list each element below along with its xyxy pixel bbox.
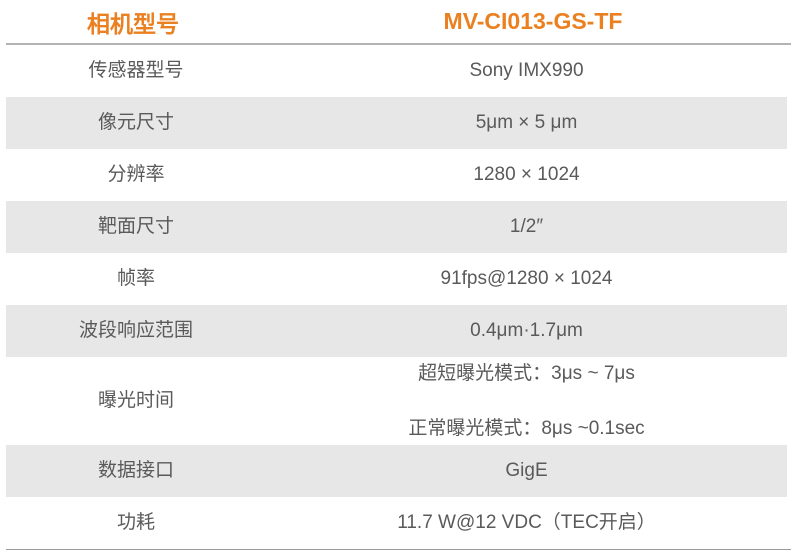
row-value-data-interface: GigE: [505, 460, 548, 482]
table-row: 波段响应范围 0.4μm·1.7μm: [6, 305, 787, 357]
table-row: 传感器型号 Sony IMX990: [6, 45, 787, 97]
row-label-sensor-format: 靶面尺寸: [97, 216, 174, 238]
header-divider: [6, 43, 791, 45]
spec-rows: 传感器型号 Sony IMX990 像元尺寸 5μm × 5 μm 分辨率 12…: [0, 45, 800, 549]
row-label-resolution: 分辨率: [107, 164, 165, 186]
header-label-camera-model: 相机型号: [87, 10, 179, 37]
table-row: 分辨率 1280 × 1024: [6, 149, 787, 201]
row-value-sensor-model: Sony IMX990: [469, 60, 584, 82]
row-value-spectral-range: 0.4μm·1.7μm: [470, 320, 583, 342]
row-value-sensor-format: 1/2″: [509, 216, 544, 238]
row-value-frame-rate: 91fps@1280 × 1024: [440, 268, 613, 290]
row-value-resolution: 1280 × 1024: [473, 164, 580, 186]
table-row: 数据接口 GigE: [6, 445, 787, 497]
footer-divider: [6, 549, 791, 550]
row-label-sensor-model: 传感器型号: [88, 60, 184, 82]
row-label-pixel-size: 像元尺寸: [97, 112, 174, 134]
row-value-pixel-size: 5μm × 5 μm: [475, 112, 578, 134]
table-row: 靶面尺寸 1/2″: [6, 201, 787, 253]
row-label-frame-rate: 帧率: [116, 268, 155, 290]
table-row: 功耗 11.7 W@12 VDC（TEC开启）: [6, 497, 787, 549]
row-label-exposure-time: 曝光时间: [97, 390, 174, 412]
header-value-model-number: MV-CI013-GS-TF: [443, 8, 623, 34]
row-value-exposure-time: 超短曝光模式：3μs ~ 7μs 正常曝光模式：8μs ~0.1sec: [266, 332, 787, 470]
table-row: 像元尺寸 5μm × 5 μm: [6, 97, 787, 149]
exposure-normal-mode: 正常曝光模式：8μs ~0.1sec: [408, 417, 645, 439]
row-label-spectral-range: 波段响应范围: [78, 320, 193, 342]
exposure-ultrashort-mode: 超短曝光模式：3μs ~ 7μs: [418, 362, 635, 384]
row-label-data-interface: 数据接口: [97, 460, 174, 482]
table-row: 帧率 91fps@1280 × 1024: [6, 253, 787, 305]
row-label-power-consumption: 功耗: [116, 512, 155, 534]
table-header-row: 相机型号 MV-CI013-GS-TF: [0, 0, 800, 43]
row-value-power-consumption: 11.7 W@12 VDC（TEC开启）: [397, 512, 656, 534]
table-row: 曝光时间 超短曝光模式：3μs ~ 7μs 正常曝光模式：8μs ~0.1sec: [6, 357, 787, 445]
